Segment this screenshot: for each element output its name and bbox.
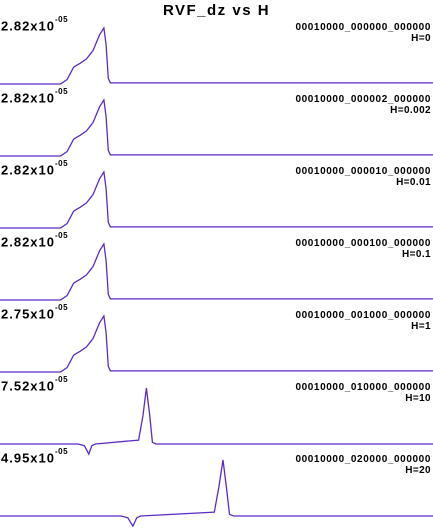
peak-label: 2.75x10-05	[1, 303, 69, 322]
peak-mantissa: 2.82x10	[1, 234, 55, 250]
trace-plot	[0, 242, 433, 301]
run-id-label: 00010000_000010_000000	[295, 166, 431, 177]
run-id-label: 00010000_000100_000000	[295, 238, 431, 249]
series-line	[0, 314, 433, 373]
panel-2: 2.82x10-05 00010000_000010_000000 H=0.01	[0, 158, 433, 230]
h-value-label: H=0.002	[390, 105, 431, 116]
panel-5: 7.52x10-05 00010000_010000_000000 H=10	[0, 374, 433, 456]
run-id-label: 00010000_010000_000000	[295, 382, 431, 393]
panel-6: 4.95x10-05 00010000_020000_000000 H=20	[0, 446, 433, 528]
peak-exponent: -05	[55, 447, 69, 456]
panel-1: 2.82x10-05 00010000_000002_000000 H=0.002	[0, 86, 433, 158]
trace-plot	[0, 387, 433, 456]
series-line	[0, 98, 433, 157]
peak-mantissa: 2.82x10	[1, 90, 55, 106]
run-id-label: 00010000_000002_000000	[295, 94, 431, 105]
peak-exponent: -05	[55, 375, 69, 384]
peak-mantissa: 7.52x10	[1, 378, 55, 394]
peak-label: 2.82x10-05	[1, 231, 69, 250]
h-value-label: H=0.01	[396, 177, 431, 188]
peak-exponent: -05	[55, 87, 69, 96]
trace-plot	[0, 170, 433, 229]
panel-3: 2.82x10-05 00010000_000100_000000 H=0.1	[0, 230, 433, 302]
peak-mantissa: 2.82x10	[1, 162, 55, 178]
trace-plot	[0, 98, 433, 157]
run-id-label: 00010000_020000_000000	[295, 454, 431, 465]
series-line	[0, 26, 433, 85]
run-id-label: 00010000_000000_000000	[295, 22, 431, 33]
h-value-label: H=10	[405, 393, 431, 404]
h-value-label: H=1	[411, 321, 431, 332]
chart-title: RVF_dz vs H	[162, 2, 271, 19]
series-line	[0, 242, 433, 301]
trace-plot	[0, 26, 433, 85]
trace-plot	[0, 314, 433, 373]
peak-exponent: -05	[55, 303, 69, 312]
series-line	[0, 459, 433, 528]
peak-mantissa: 4.95x10	[1, 450, 55, 466]
peak-exponent: -05	[55, 231, 69, 240]
peak-mantissa: 2.82x10	[1, 18, 55, 34]
panel-0: 2.82x10-05 00010000_000000_000000 H=0	[0, 14, 433, 86]
peak-mantissa: 2.75x10	[1, 306, 55, 322]
series-line	[0, 170, 433, 229]
peak-label: 2.82x10-05	[1, 159, 69, 178]
peak-label: 2.82x10-05	[1, 87, 69, 106]
h-value-label: H=20	[405, 465, 431, 476]
panel-4: 2.75x10-05 00010000_001000_000000 H=1	[0, 302, 433, 374]
h-value-label: H=0	[411, 33, 431, 44]
peak-label: 2.82x10-05	[1, 15, 69, 34]
series-line	[0, 387, 433, 456]
peak-exponent: -05	[55, 159, 69, 168]
peak-exponent: -05	[55, 15, 69, 24]
peak-label: 7.52x10-05	[1, 375, 69, 394]
peak-label: 4.95x10-05	[1, 447, 69, 466]
run-id-label: 00010000_001000_000000	[295, 310, 431, 321]
h-value-label: H=0.1	[402, 249, 431, 260]
trace-plot	[0, 459, 433, 528]
